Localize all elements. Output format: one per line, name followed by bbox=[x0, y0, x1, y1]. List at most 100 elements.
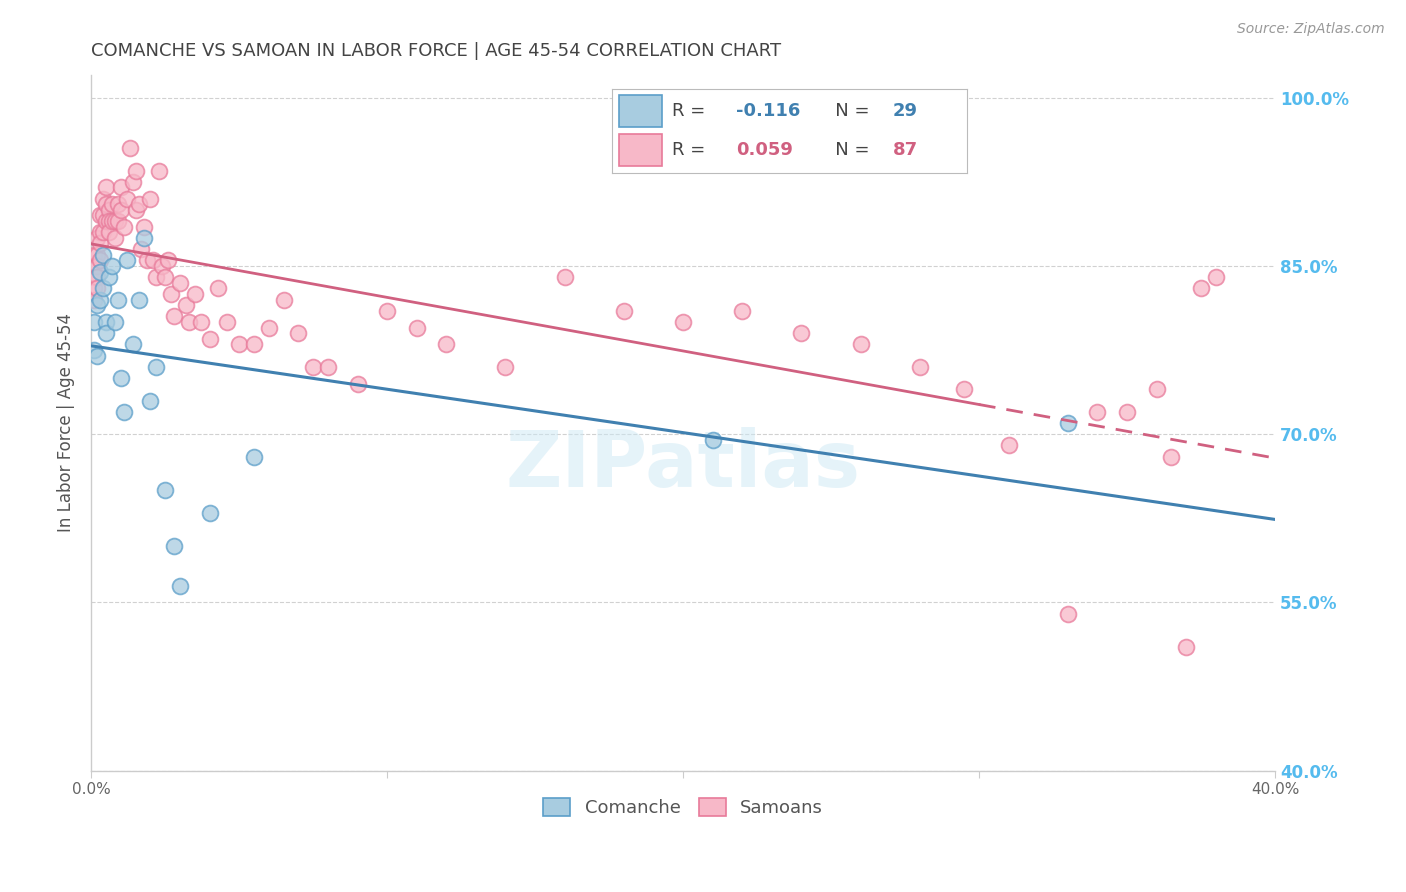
Point bbox=[89, 209, 111, 223]
Point bbox=[128, 197, 150, 211]
Point bbox=[89, 264, 111, 278]
Point bbox=[83, 270, 105, 285]
Point bbox=[89, 293, 111, 307]
Point bbox=[128, 293, 150, 307]
Point bbox=[86, 281, 108, 295]
Text: COMANCHE VS SAMOAN IN LABOR FORCE | AGE 45-54 CORRELATION CHART: COMANCHE VS SAMOAN IN LABOR FORCE | AGE … bbox=[91, 42, 782, 60]
Point bbox=[112, 219, 135, 234]
Point bbox=[257, 320, 280, 334]
Point bbox=[134, 219, 156, 234]
Point bbox=[91, 192, 114, 206]
Point bbox=[375, 303, 398, 318]
Point bbox=[849, 337, 872, 351]
Point bbox=[1087, 405, 1109, 419]
Point bbox=[157, 253, 180, 268]
Point bbox=[554, 270, 576, 285]
Point bbox=[613, 303, 636, 318]
Point bbox=[672, 315, 695, 329]
Point bbox=[86, 259, 108, 273]
Point bbox=[110, 371, 132, 385]
Point bbox=[177, 315, 200, 329]
Y-axis label: In Labor Force | Age 45-54: In Labor Force | Age 45-54 bbox=[58, 313, 75, 533]
Point bbox=[107, 214, 129, 228]
Point bbox=[136, 253, 159, 268]
Point bbox=[94, 315, 117, 329]
Point bbox=[139, 192, 162, 206]
Point bbox=[1175, 640, 1198, 655]
Point bbox=[405, 320, 427, 334]
Point bbox=[953, 382, 976, 396]
Point bbox=[163, 310, 186, 324]
Point bbox=[91, 248, 114, 262]
Point bbox=[145, 359, 167, 374]
Point bbox=[134, 231, 156, 245]
Point bbox=[495, 359, 517, 374]
Point bbox=[86, 298, 108, 312]
Point bbox=[97, 225, 120, 239]
Point bbox=[89, 236, 111, 251]
Point bbox=[115, 253, 138, 268]
Point bbox=[104, 315, 127, 329]
Point bbox=[124, 163, 146, 178]
Point bbox=[107, 197, 129, 211]
Point bbox=[97, 270, 120, 285]
Point bbox=[89, 225, 111, 239]
Point bbox=[1160, 450, 1182, 464]
Point bbox=[110, 202, 132, 217]
Point bbox=[94, 214, 117, 228]
Point bbox=[790, 326, 813, 341]
Point bbox=[997, 438, 1019, 452]
Point bbox=[1056, 607, 1078, 621]
Point bbox=[153, 270, 176, 285]
Point bbox=[148, 163, 170, 178]
Point bbox=[101, 214, 124, 228]
Point bbox=[243, 450, 266, 464]
Point bbox=[104, 214, 127, 228]
Point bbox=[346, 376, 368, 391]
Point bbox=[121, 337, 143, 351]
Point bbox=[1056, 416, 1078, 430]
Point bbox=[731, 303, 754, 318]
Point bbox=[207, 281, 229, 295]
Point bbox=[94, 180, 117, 194]
Point bbox=[163, 539, 186, 553]
Point bbox=[273, 293, 295, 307]
Point bbox=[174, 298, 197, 312]
Point bbox=[86, 270, 108, 285]
Point bbox=[83, 248, 105, 262]
Point bbox=[83, 315, 105, 329]
Point bbox=[118, 141, 141, 155]
Point bbox=[115, 192, 138, 206]
Point bbox=[110, 180, 132, 194]
Point bbox=[91, 209, 114, 223]
Point bbox=[91, 225, 114, 239]
Point bbox=[121, 175, 143, 189]
Point bbox=[101, 259, 124, 273]
Point bbox=[1205, 270, 1227, 285]
Text: ZIPatlas: ZIPatlas bbox=[506, 426, 860, 503]
Point bbox=[169, 276, 191, 290]
Point bbox=[101, 197, 124, 211]
Point bbox=[908, 359, 931, 374]
Point bbox=[86, 231, 108, 245]
Point bbox=[150, 259, 173, 273]
Point bbox=[112, 405, 135, 419]
Point bbox=[153, 483, 176, 498]
Point bbox=[287, 326, 309, 341]
Point bbox=[131, 242, 153, 256]
Point bbox=[1146, 382, 1168, 396]
Point bbox=[107, 293, 129, 307]
Point bbox=[217, 315, 239, 329]
Point bbox=[139, 393, 162, 408]
Point bbox=[83, 259, 105, 273]
Point bbox=[86, 349, 108, 363]
Point bbox=[83, 343, 105, 357]
Point bbox=[198, 506, 221, 520]
Point bbox=[434, 337, 457, 351]
Point bbox=[97, 202, 120, 217]
Point bbox=[97, 214, 120, 228]
Point bbox=[104, 231, 127, 245]
Text: Source: ZipAtlas.com: Source: ZipAtlas.com bbox=[1237, 22, 1385, 37]
Point bbox=[124, 202, 146, 217]
Point bbox=[1189, 281, 1212, 295]
